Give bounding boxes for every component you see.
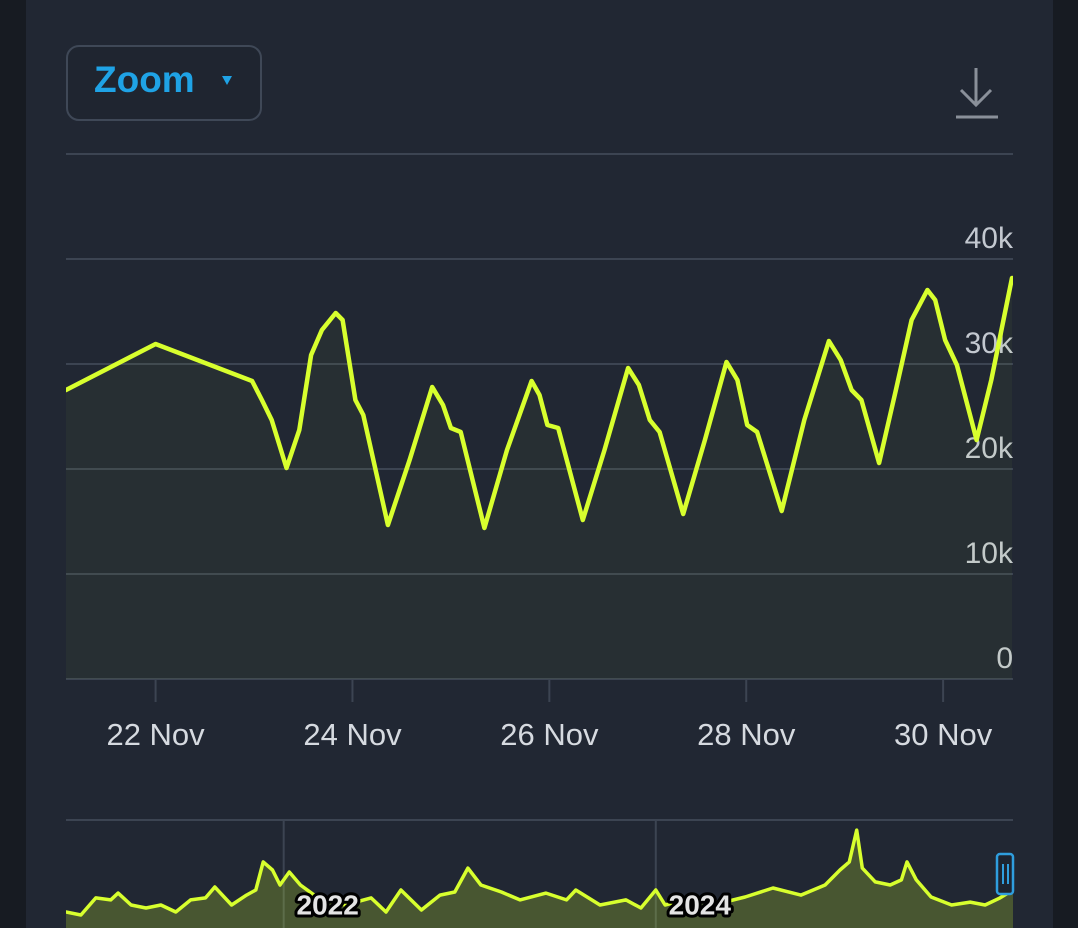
data-line — [66, 828, 1013, 917]
x-tick-label: 22 Nov — [106, 717, 205, 752]
y-tick-label: 0 — [996, 642, 1013, 675]
x-tick-label: 24 Nov — [303, 717, 402, 752]
dropdown-caret — [222, 76, 232, 85]
download-icon[interactable] — [956, 68, 998, 119]
data-line — [66, 275, 1013, 531]
area-fill — [66, 278, 1013, 679]
y-tick-label: 20k — [965, 432, 1014, 465]
x-tick-label: 28 Nov — [697, 717, 796, 752]
area-fill — [66, 830, 1013, 928]
navigator-handle — [995, 852, 1015, 896]
x-tick-label: 26 Nov — [500, 717, 599, 752]
y-tick-label: 10k — [965, 537, 1014, 570]
zoom-button[interactable] — [66, 45, 262, 121]
y-tick-label: 40k — [965, 222, 1014, 255]
navigator-handle-grip — [1002, 864, 1009, 884]
plots: 0 10k 20k 30k 40k 22 Nov 24 Nov 26 Nov 28 Nov 30 … — [66, 153, 1015, 928]
card — [26, 0, 1053, 928]
navigator-tick-label: 2022 — [297, 889, 359, 920]
zoom-label: Zoom — [94, 59, 195, 100]
x-tick-label: 30 Nov — [894, 717, 993, 752]
y-tick-label: 30k — [965, 327, 1014, 360]
navigator-tick-label: 2024 — [669, 889, 732, 920]
